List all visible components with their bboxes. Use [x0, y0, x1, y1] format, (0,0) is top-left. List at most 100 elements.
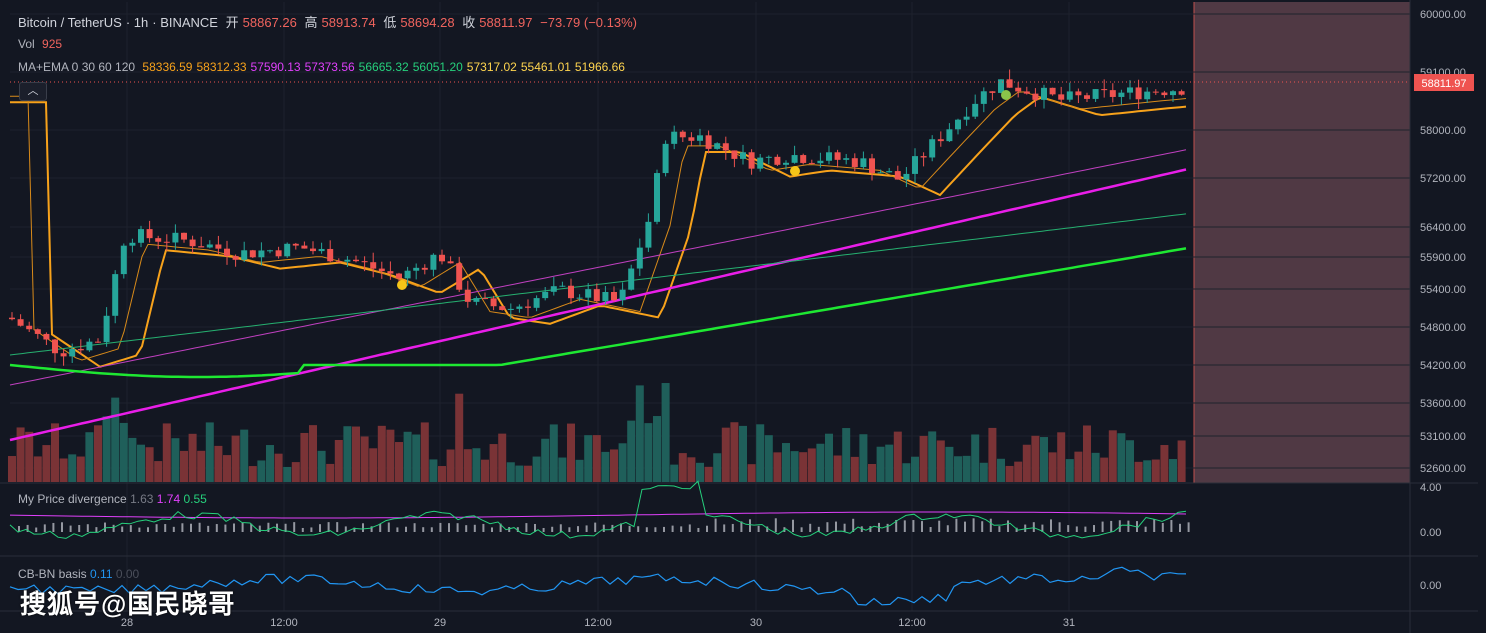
divergence-histogram-bar	[405, 526, 407, 532]
divergence-histogram-bar	[998, 526, 1001, 532]
candle-body	[851, 158, 858, 168]
divergence-histogram-bar	[1067, 525, 1070, 532]
candle-body	[1109, 90, 1116, 97]
ma-value-6: 57317.02	[466, 60, 517, 74]
candle-body	[671, 131, 678, 144]
candle-body	[284, 243, 291, 257]
time-tick-label: 28	[121, 617, 133, 629]
candle-body	[894, 171, 901, 180]
price-divergence-legend[interactable]: My Price divergence 1.63 1.74 0.55	[18, 492, 207, 506]
candle-body	[533, 298, 540, 308]
volume-bar	[902, 463, 911, 482]
divergence-histogram-bar	[172, 526, 175, 532]
price-tick-label: 53100.00	[1420, 431, 1466, 443]
candle-body	[645, 221, 652, 248]
divergence-histogram-bar	[516, 527, 519, 532]
volume-bars	[8, 383, 1186, 482]
divergence-histogram-bar	[886, 523, 889, 532]
divergence-histogram-bar	[233, 523, 235, 532]
divergence-histogram-bar	[207, 525, 210, 532]
volume-bar	[395, 442, 403, 482]
volume-bar	[1057, 432, 1066, 482]
candle-body	[1032, 93, 1039, 100]
candle-body	[576, 297, 583, 299]
divergence-histogram-bar	[336, 522, 339, 532]
volume-bar	[506, 462, 515, 482]
candle-body	[34, 329, 41, 334]
divergence-histogram-bar	[258, 525, 261, 532]
candle-body	[1023, 91, 1030, 94]
volume-bar	[214, 445, 223, 482]
volume-bar	[799, 452, 808, 482]
symbol-name[interactable]: Bitcoin / TetherUS	[18, 15, 122, 30]
divergence-histogram-bar	[1032, 522, 1035, 532]
interval[interactable]: 1h	[133, 15, 149, 30]
divergence-histogram-bar	[491, 527, 493, 532]
divergence-histogram-bar	[559, 524, 562, 532]
divergence-histogram-bar	[26, 524, 29, 532]
signal-marker	[397, 280, 407, 290]
volume-bar	[842, 428, 851, 482]
basis-legend[interactable]: CB-BN basis 0.11 0.00	[18, 567, 139, 581]
volume-bar	[945, 446, 954, 482]
candle-body	[421, 267, 428, 270]
divergence-histogram-bar	[267, 522, 270, 532]
volume-bar	[997, 458, 1005, 482]
divergence-histogram-bar	[749, 519, 751, 532]
divergence-histogram-bar	[525, 523, 528, 532]
volume-bar	[412, 434, 421, 482]
candle-body	[249, 250, 256, 258]
volume-bar	[94, 425, 102, 482]
candle-body	[654, 173, 660, 222]
volume-bar	[515, 465, 524, 482]
candle-body	[791, 155, 798, 163]
volume-legend[interactable]: Vol 925	[18, 37, 66, 51]
basis-v1: 0.11	[90, 567, 113, 581]
price-tick-label: 58000.00	[1420, 125, 1466, 137]
candle-body	[344, 259, 351, 262]
volume-bar	[76, 456, 85, 482]
candle-body	[817, 160, 824, 164]
candle-body	[335, 261, 342, 263]
volume-bar	[696, 462, 704, 482]
candle-body	[1178, 91, 1185, 95]
divergence-histogram-bar	[396, 527, 399, 532]
divergence-histogram-bar	[18, 526, 20, 532]
divergence-v1: 1.63	[130, 492, 154, 506]
pane-scale-label: 0.00	[1420, 580, 1441, 592]
volume-bar	[231, 435, 240, 482]
divergence-histogram-bar	[1050, 519, 1052, 532]
candle-body	[559, 285, 566, 287]
divergence-histogram-bar	[138, 527, 141, 532]
candle-body	[507, 308, 514, 310]
volume-bar	[678, 453, 687, 482]
candle-body	[146, 229, 153, 239]
volume-bar	[326, 463, 335, 482]
volume-bar	[825, 433, 833, 482]
volume-bar	[868, 463, 876, 482]
volume-bar	[162, 423, 171, 482]
volume-bar	[8, 456, 16, 482]
candle-body	[181, 232, 187, 240]
volume-bar	[730, 422, 739, 482]
volume-bar	[481, 459, 489, 482]
volume-bar	[893, 431, 902, 482]
divergence-histogram-bar	[809, 523, 812, 532]
ma-legend[interactable]: MA+EMA 0 30 60 120 58336.59 58312.33 57590…	[18, 60, 633, 74]
volume-bar	[377, 425, 386, 482]
ma-line	[9, 247, 1187, 379]
volume-bar	[739, 425, 747, 482]
candle-body	[929, 139, 936, 158]
close-value: 58811.97	[479, 15, 533, 30]
candle-body	[1118, 92, 1125, 97]
ma-value-2: 57590.13	[250, 60, 301, 74]
divergence-histogram-bar	[284, 523, 287, 532]
volume-bar	[42, 445, 51, 482]
divergence-histogram-bar	[912, 520, 915, 532]
divergence-histogram-bar	[714, 518, 717, 532]
candle-body	[1075, 91, 1082, 96]
divergence-histogram-bar	[508, 527, 511, 532]
candlesticks	[9, 69, 1185, 366]
collapse-legend-button[interactable]: ︿	[19, 82, 47, 101]
